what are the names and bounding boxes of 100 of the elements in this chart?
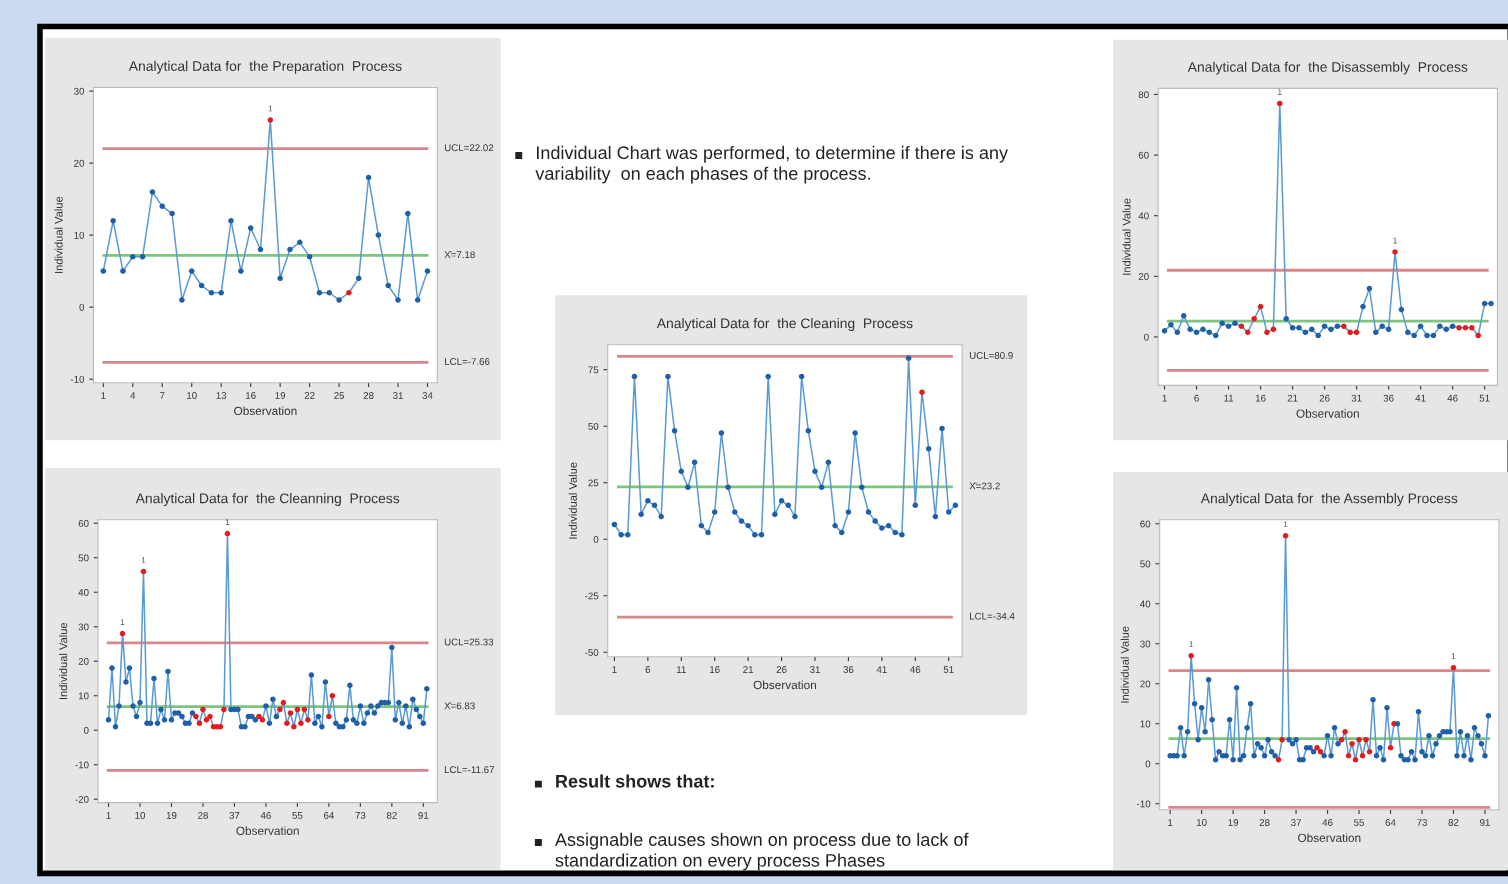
x-tick-label: 10	[135, 811, 146, 819]
y-tick-label: 50	[588, 422, 599, 430]
y-tick-label: 75	[588, 366, 599, 374]
x-tick-label: 22	[304, 392, 315, 399]
x-tick-label: 16	[710, 666, 720, 673]
y-tick-label: -10	[70, 375, 85, 383]
x-tick-label: 31	[809, 666, 820, 673]
y-tick-label: 10	[74, 231, 85, 239]
x-axis-title: Observation	[753, 680, 816, 690]
x-tick-label: 82	[1448, 819, 1459, 826]
x-tick-label: 11	[1224, 394, 1234, 402]
y-tick-label: 40	[1138, 212, 1149, 220]
x-tick-label: 46	[910, 666, 921, 673]
x-tick-label: 46	[260, 811, 271, 819]
ref-line-label: X̄=6.83	[444, 702, 475, 710]
text: Result shows that:	[556, 774, 714, 788]
y-tick-label: -25	[585, 592, 599, 600]
chart-title: Analytical Data for the Assembly Process	[1200, 493, 1458, 507]
y-tick-label: 50	[78, 554, 89, 562]
ref-line-label: LCL=-7.66	[444, 358, 490, 365]
y-tick-label: 30	[78, 623, 89, 631]
y-axis-title: Individual Value	[1120, 626, 1129, 703]
y-tick-label: 0	[593, 535, 599, 543]
x-tick-label: 41	[876, 666, 887, 673]
x-tick-label: 25	[334, 392, 345, 399]
y-axis-title: Individual Value	[59, 622, 68, 700]
annotation: 1	[141, 557, 146, 563]
x-tick-label: 19	[166, 811, 177, 819]
annotation: 1	[1278, 89, 1282, 95]
ref-line-label: UCL=80.9	[969, 352, 1013, 359]
y-tick-label: 20	[1140, 680, 1151, 688]
y-axis-title: Individual Value	[1122, 198, 1131, 275]
y-tick-label: 30	[1140, 640, 1151, 648]
x-tick-label: 16	[246, 392, 256, 399]
x-tick-label: 64	[323, 811, 335, 819]
y-tick-label: 10	[1140, 720, 1151, 728]
x-tick-label: 37	[229, 811, 240, 819]
x-tick-label: 4	[130, 392, 136, 399]
x-tick-label: 21	[743, 666, 754, 673]
x-tick-label: 1	[612, 666, 617, 673]
y-tick-label: 20	[78, 657, 89, 665]
y-tick-label: 10	[78, 692, 89, 700]
ref-line-label: UCL=22.02	[444, 144, 494, 152]
y-tick-label: -10	[75, 761, 89, 769]
x-tick-label: 73	[1417, 819, 1427, 826]
y-tick-label: 0	[1145, 760, 1151, 768]
x-tick-label: 91	[1480, 819, 1490, 826]
x-tick-label: 34	[422, 392, 433, 399]
y-tick-label: 30	[74, 87, 85, 95]
chart-title: Analytical Data for the Preparation Process	[128, 60, 402, 74]
x-tick-label: 19	[1228, 819, 1239, 826]
y-tick-label: 20	[74, 159, 85, 167]
x-tick-label: 10	[187, 392, 197, 399]
y-tick-label: 25	[588, 479, 599, 487]
x-tick-label: 55	[1354, 819, 1365, 826]
y-tick-label: -50	[585, 649, 599, 656]
x-tick-label: 1	[101, 392, 106, 399]
y-tick-label: 40	[1140, 600, 1151, 608]
x-tick-label: 41	[1415, 394, 1426, 402]
y-tick-label: -20	[75, 795, 89, 803]
x-tick-label: 1	[106, 812, 111, 819]
annotation: 1	[1393, 237, 1397, 244]
x-tick-label: 6	[645, 666, 651, 673]
x-tick-label: 73	[355, 811, 366, 819]
y-tick-label: 0	[1144, 333, 1149, 341]
annotation: 1	[1189, 641, 1194, 648]
x-tick-label: 51	[1479, 394, 1490, 402]
x-tick-label: 51	[943, 666, 954, 673]
y-tick-label: 20	[1138, 273, 1149, 280]
x-tick-label: 37	[1291, 819, 1301, 826]
x-tick-label: 1	[1168, 819, 1173, 826]
x-axis-title: Observation	[236, 826, 299, 835]
y-axis-title: Individual Value	[54, 196, 63, 273]
x-tick-label: 36	[1383, 394, 1394, 402]
x-tick-label: 36	[843, 666, 854, 673]
x-tick-label: 31	[392, 392, 403, 399]
text: Individual Chart was performed, to determine if there is any variability on each phases of the process.	[535, 145, 1008, 184]
y-tick-label: 60	[1138, 151, 1149, 159]
y-tick-label: 0	[83, 726, 89, 734]
ref-line-label: LCL=-11.67	[444, 766, 494, 774]
y-tick-label: 0	[79, 303, 85, 311]
x-tick-label: 13	[216, 392, 227, 399]
chart-title: Analytical Data for the Cleanning Process	[135, 493, 400, 507]
x-tick-label: 16	[1255, 394, 1266, 402]
x-tick-label: 28	[363, 392, 374, 399]
y-tick-label: 50	[1140, 560, 1151, 568]
x-tick-label: 46	[1322, 819, 1333, 826]
x-tick-label: 26	[1319, 394, 1330, 402]
annotation: 1	[268, 105, 273, 112]
chart-title: Analytical Data for the Disassembly Process	[1187, 61, 1468, 75]
x-tick-label: 46	[1447, 394, 1458, 402]
x-tick-label: 31	[1351, 394, 1362, 402]
y-axis-title: Individual Value	[568, 462, 577, 539]
ref-line-label: X̄=23.2	[969, 482, 1000, 490]
x-tick-label: 6	[1194, 394, 1199, 402]
x-tick-label: 19	[275, 392, 286, 399]
y-tick-label: -10	[1137, 800, 1151, 808]
y-tick-label: 60	[1140, 520, 1151, 528]
x-tick-label: 28	[1259, 819, 1270, 826]
annotation: 1	[1283, 521, 1288, 528]
